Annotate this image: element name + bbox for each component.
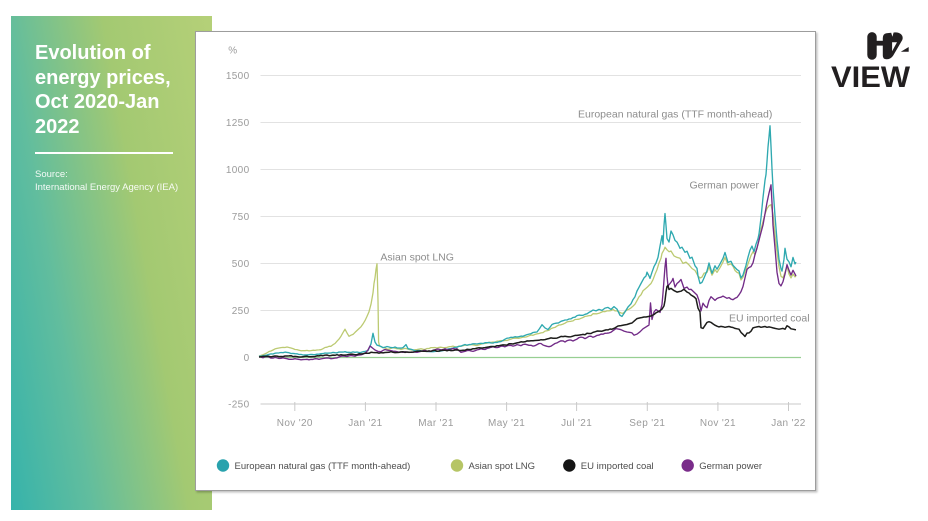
svg-text:Sep '21: Sep '21 [629,418,665,429]
svg-text:May '21: May '21 [488,418,525,429]
svg-text:Nov '20: Nov '20 [277,418,313,429]
svg-text:Jan '22: Jan '22 [771,418,805,429]
svg-text:Nov '21: Nov '21 [700,418,736,429]
svg-text:European natural gas (TTF mont: European natural gas (TTF month-ahead) [578,109,772,121]
svg-text:European natural gas (TTF mont: European natural gas (TTF month-ahead) [235,461,411,472]
svg-text:VIEW: VIEW [831,61,911,90]
svg-text:EU imported coal: EU imported coal [581,461,654,472]
svg-text:1500: 1500 [226,71,250,82]
svg-text:German power: German power [690,180,760,192]
svg-text:EU imported coal: EU imported coal [729,313,810,325]
svg-text:Mar '21: Mar '21 [418,418,454,429]
svg-text:750: 750 [232,212,250,223]
svg-text:1000: 1000 [226,165,250,176]
svg-text:0: 0 [244,353,250,364]
svg-text:German power: German power [699,461,762,472]
svg-text:Jul '21: Jul '21 [561,418,592,429]
svg-text:250: 250 [232,306,250,317]
svg-text:Jan '21: Jan '21 [348,418,382,429]
svg-text:500: 500 [232,259,250,270]
svg-text:Asian spot LNG: Asian spot LNG [469,461,536,472]
svg-text:1250: 1250 [226,118,250,129]
svg-text:Asian spot LNG: Asian spot LNG [380,252,454,264]
svg-text:-250: -250 [228,400,250,411]
svg-text:%: % [228,46,237,57]
